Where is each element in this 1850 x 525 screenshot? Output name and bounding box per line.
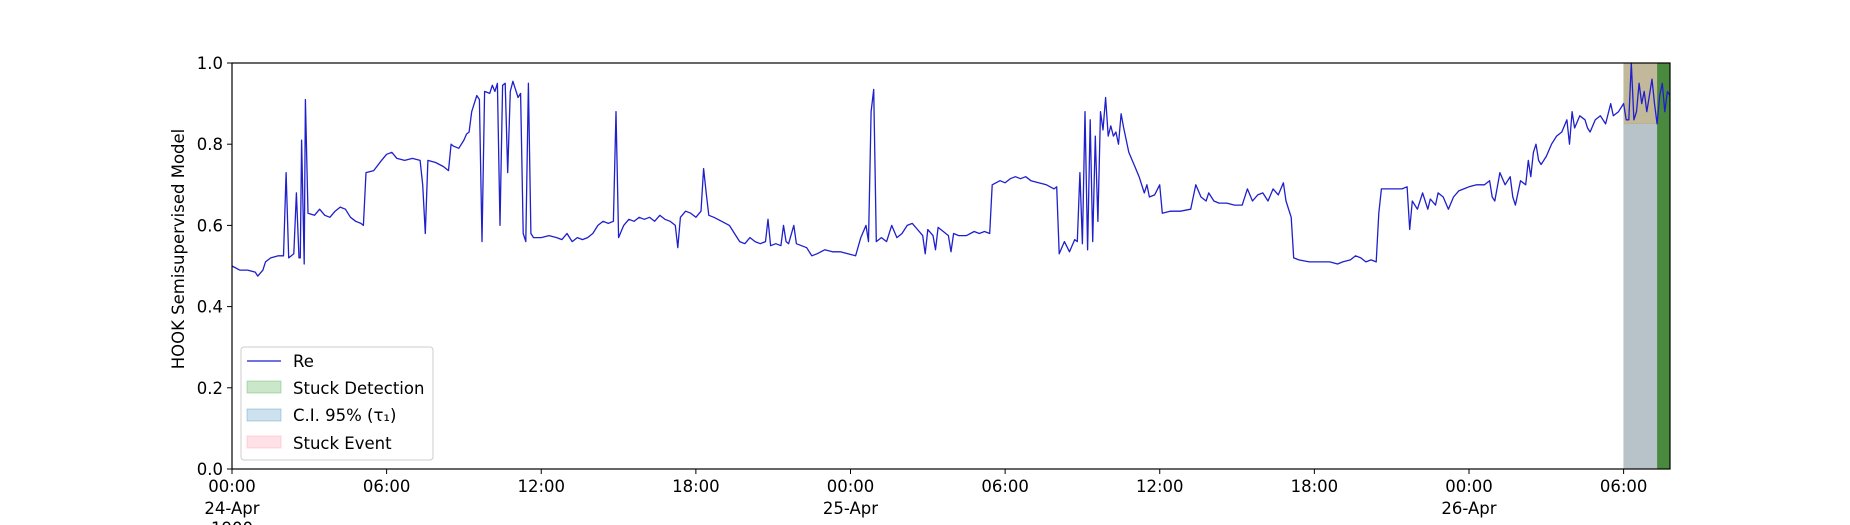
series-lines (231, 62, 1671, 277)
x-tick-label: 06:00 (363, 477, 411, 496)
x-tick-label: 12:00 (517, 477, 565, 496)
legend-swatch-stuck-event (246, 435, 282, 449)
x-tick-label: 18:00 (672, 477, 720, 496)
x-tick-year-label: 1900 (211, 519, 253, 525)
y-tick-label: 0.0 (197, 460, 223, 479)
x-tick-label: 06:00 (1600, 477, 1648, 496)
x-tick-label: 12:00 (1136, 477, 1184, 496)
x-tick-label: 06:00 (981, 477, 1029, 496)
y-axis-label: HOOK Semisupervised Model (169, 129, 188, 370)
x-tick-label: 00:00 (827, 477, 875, 496)
legend-swatch-ci-95 (246, 408, 282, 422)
x-tick-date-label: 25-Apr (823, 499, 878, 518)
legend-label-re: Re (293, 352, 314, 371)
x-tick-date-label: 26-Apr (1441, 499, 1496, 518)
legend-swatch-stuck-detection (246, 380, 282, 394)
legend: Re Stuck Detection C.I. 95% (τ₁) Stuck E… (240, 346, 434, 461)
y-tick-label: 0.8 (197, 135, 223, 154)
shaded-regions (1623, 63, 1670, 470)
y-axis-ticks: 0.0 0.2 0.4 0.6 0.8 1.0 (197, 54, 232, 479)
x-tick-label: 00:00 (208, 477, 256, 496)
y-tick-label: 0.2 (197, 379, 223, 398)
legend-label-ci-95: C.I. 95% (τ₁) (293, 406, 396, 425)
shade-ci-95 (1623, 123, 1658, 470)
legend-label-stuck-event: Stuck Event (293, 434, 392, 453)
x-tick-date-label: 24-Apr (204, 499, 259, 518)
x-tick-label: 18:00 (1291, 477, 1339, 496)
y-tick-label: 1.0 (197, 54, 223, 73)
plot-frame (231, 62, 1671, 470)
series-line-re (231, 62, 1671, 277)
x-axis-ticks: 00:00 24-Apr1900 06:00 12:00 18:00 00:00 25-Ap… (204, 469, 1647, 525)
y-tick-label: 0.6 (197, 216, 223, 235)
legend-label-stuck-detection: Stuck Detection (293, 379, 424, 398)
x-tick-label: 00:00 (1445, 477, 1493, 496)
y-tick-label: 0.4 (197, 298, 223, 317)
legend-frame (240, 346, 434, 461)
